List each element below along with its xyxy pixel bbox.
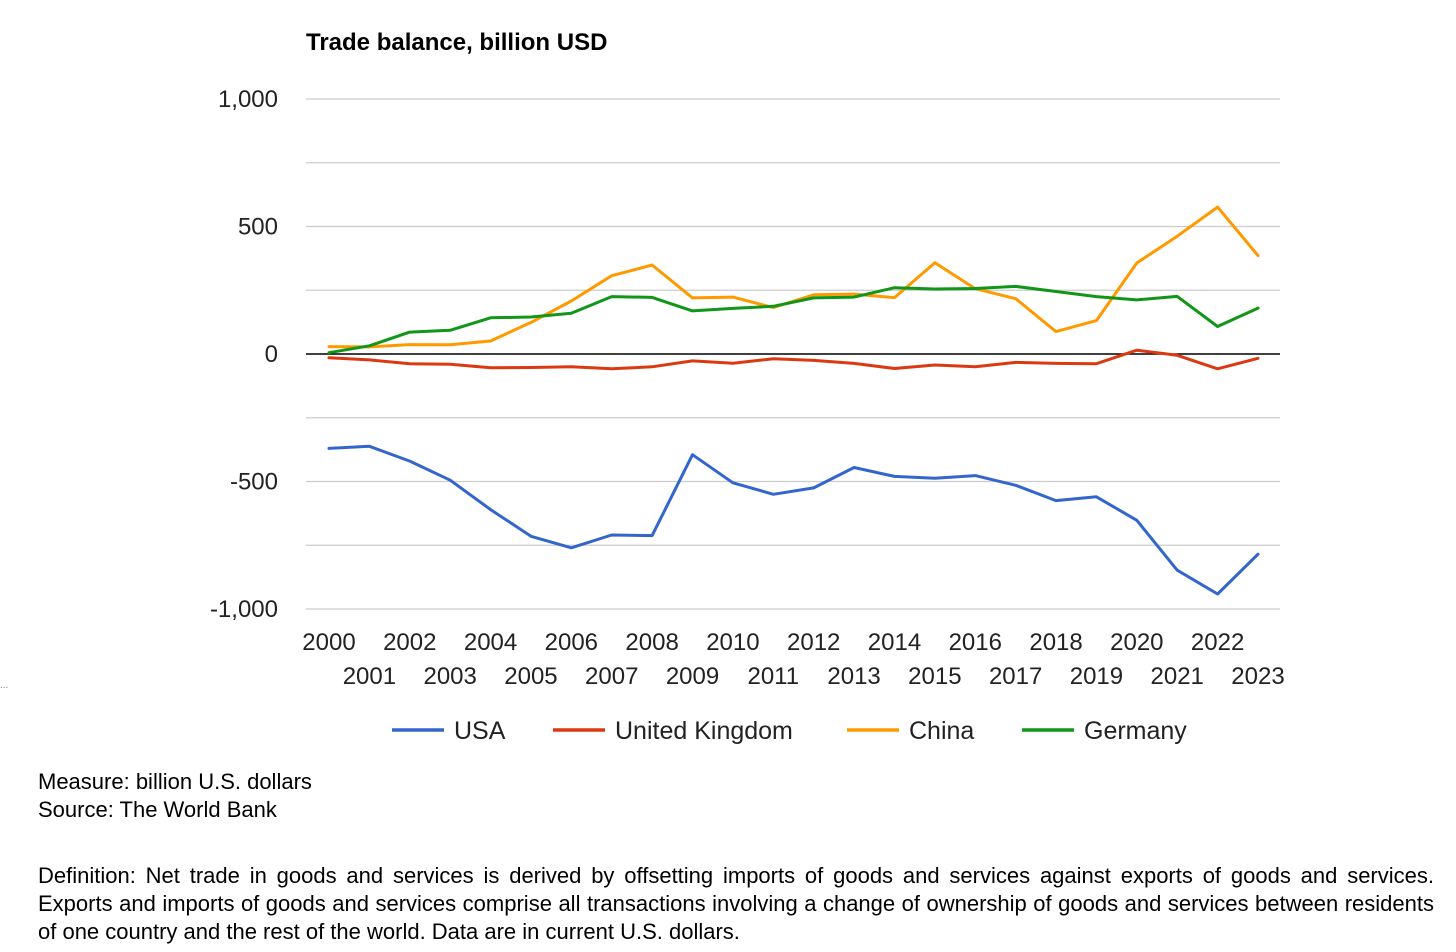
x-tick-label: 2002 [383,629,436,656]
x-tick-label: 2011 [747,663,799,690]
series-line-usa [327,444,1260,596]
legend-label-united-kingdom: United Kingdom [615,717,793,745]
y-axis-tick-labels: -1,000 -500 0 500 1,000 [210,86,278,623]
y-tick-label: 1,000 [218,86,278,113]
x-tick-label: 2009 [666,663,719,690]
x-tick-label: 2010 [706,629,759,656]
series-lines [327,205,1260,596]
x-tick-label: 2023 [1231,663,1284,690]
x-tick-label: 2005 [504,663,557,690]
x-tick-label: 2019 [1070,663,1123,690]
x-tick-label: 2022 [1191,629,1244,656]
legend-label-china: China [909,717,974,745]
x-tick-label: 2015 [908,663,961,690]
x-tick-label: 2006 [545,629,598,656]
legend-label-germany: Germany [1084,717,1187,745]
x-tick-label: 2017 [989,663,1042,690]
y-tick-label: -500 [230,469,278,496]
y-tick-label: -1,000 [210,596,278,623]
y-tick-label: 0 [265,341,278,368]
chart-title: Trade balance, billion USD [306,29,607,56]
x-tick-label: 2003 [423,663,476,690]
x-tick-label: 2018 [1029,629,1082,656]
x-tick-label: 2014 [868,629,921,656]
source-note: Source: The World Bank [38,797,277,822]
x-tick-label: 2013 [827,663,880,690]
x-tick-label: 2020 [1110,629,1163,656]
x-tick-label: 2021 [1151,663,1204,690]
x-tick-label: 2004 [464,629,517,656]
measure-note: Measure: billion U.S. dollars [38,769,312,794]
x-tick-label: 2007 [585,663,638,690]
x-axis-tick-labels: 2000 2001 2002 2003 2004 2005 2006 2007 2008 2009… [302,629,1284,690]
chart-notes: Measure: billion U.S. dollars Source: Th… [38,768,1434,946]
definition-note: Definition: Net trade in goods and servi… [38,863,1434,944]
x-tick-label: 2008 [625,629,678,656]
series-line-germany [327,284,1260,355]
x-tick-label: 2000 [302,629,355,656]
y-tick-label: 500 [238,214,278,241]
legend: USA United Kingdom China Germany [392,717,1187,745]
series-line-united-kingdom [327,348,1260,371]
x-tick-label: 2001 [343,663,396,690]
x-tick-label: 2012 [787,629,840,656]
stray-ellipsis-mark: ... [0,680,9,691]
x-tick-label: 2016 [949,629,1002,656]
gridlines [306,98,1280,610]
trade-balance-chart: Trade balance, billion USD -1,000 -500 0 50… [210,29,1285,745]
legend-label-usa: USA [454,717,506,745]
